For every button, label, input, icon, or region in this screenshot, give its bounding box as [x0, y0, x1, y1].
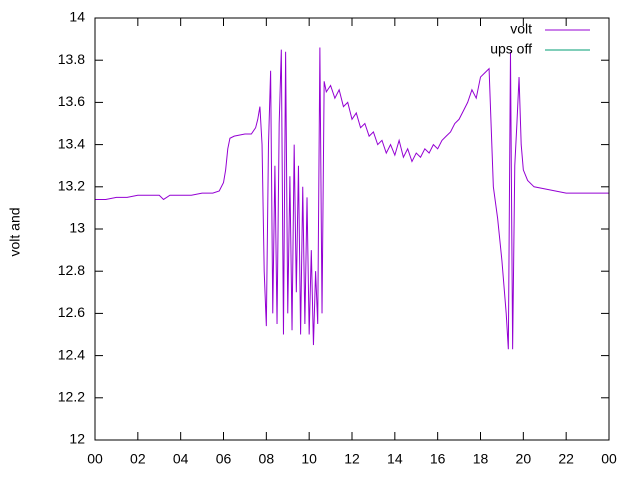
data-line [95, 47, 609, 350]
x-tick-label: 20 [516, 451, 532, 467]
y-tick-label: 14 [69, 9, 85, 25]
x-tick-label: 00 [87, 451, 103, 467]
y-tick-label: 12.8 [58, 262, 85, 278]
x-tick-label: 22 [558, 451, 574, 467]
x-tick-label: 08 [259, 451, 275, 467]
y-tick-label: 13.6 [58, 93, 85, 109]
x-tick-label: 18 [473, 451, 489, 467]
legend-label: ups off [490, 41, 532, 57]
legend-label: volt [510, 21, 532, 37]
x-tick-label: 06 [216, 451, 232, 467]
x-tick-label: 02 [130, 451, 146, 467]
x-tick-label: 10 [301, 451, 317, 467]
x-tick-label: 04 [173, 451, 189, 467]
y-tick-label: 13 [69, 220, 85, 236]
y-tick-label: 12.4 [58, 346, 85, 362]
y-tick-label: 12.2 [58, 389, 85, 405]
y-tick-label: 12.6 [58, 304, 85, 320]
y-tick-label: 13.2 [58, 178, 85, 194]
plot-border [94, 17, 610, 441]
x-tick-label: 12 [344, 451, 360, 467]
x-tick-label: 00 [601, 451, 617, 467]
y-tick-label: 12 [69, 431, 85, 447]
y-axis-label: volt and [7, 207, 23, 256]
x-tick-label: 14 [387, 451, 403, 467]
x-tick-label: 16 [430, 451, 446, 467]
y-tick-label: 13.8 [58, 51, 85, 67]
y-tick-label: 13.4 [58, 135, 85, 151]
